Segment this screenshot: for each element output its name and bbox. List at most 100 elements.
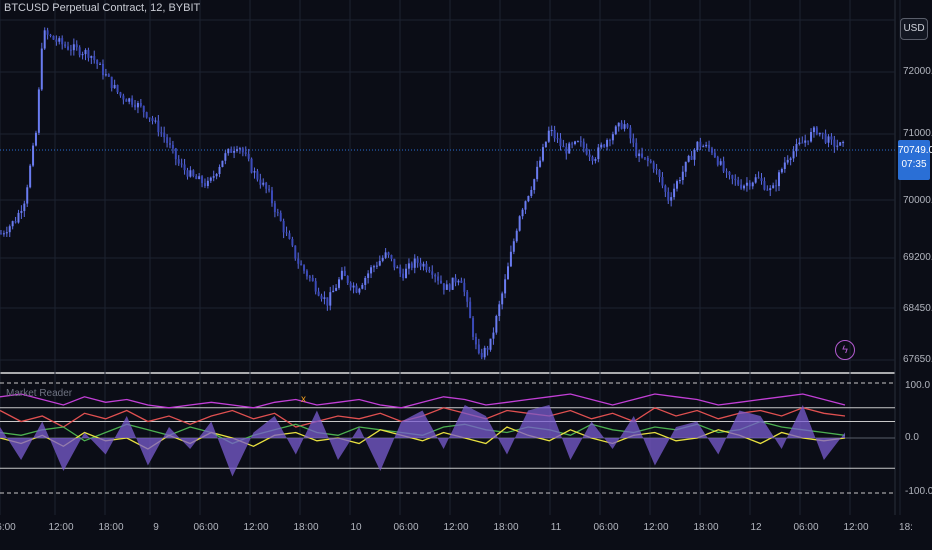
candle-body xyxy=(20,211,23,213)
currency-button[interactable]: USD xyxy=(900,18,928,40)
candle-body xyxy=(37,89,40,133)
candle-body xyxy=(340,270,343,280)
candle-body xyxy=(614,126,617,135)
candle-body xyxy=(128,98,131,102)
candle-body xyxy=(760,178,763,182)
candle-body xyxy=(247,153,250,159)
candle-body xyxy=(489,338,492,350)
candle-body xyxy=(626,124,629,128)
candle-body xyxy=(556,138,559,140)
candle-body xyxy=(230,148,233,153)
candle-body xyxy=(8,226,11,233)
candle-body xyxy=(591,156,594,161)
candle-body xyxy=(477,344,480,354)
candle-body xyxy=(620,122,623,129)
candle-body xyxy=(574,141,577,145)
time-tick: 12:00 xyxy=(243,522,269,533)
candle-body xyxy=(562,146,565,148)
x-marker: x xyxy=(301,394,306,405)
candle-body xyxy=(754,177,757,183)
candle-body xyxy=(285,232,288,234)
candle-body xyxy=(29,165,32,188)
candle-body xyxy=(268,188,271,191)
candle-body xyxy=(515,230,518,242)
candle-body xyxy=(544,141,547,148)
candle-body xyxy=(203,183,206,186)
candle-body xyxy=(474,336,477,345)
candle-body xyxy=(786,159,789,163)
candle-body xyxy=(0,233,2,235)
candle-body xyxy=(332,290,335,293)
candle-body xyxy=(288,233,291,239)
candle-body xyxy=(253,171,256,173)
candle-body xyxy=(174,148,177,160)
candle-body xyxy=(122,95,125,100)
candle-body xyxy=(431,271,434,275)
candle-body xyxy=(463,282,466,292)
candle-body xyxy=(355,285,358,293)
candle-body xyxy=(559,138,562,147)
candle-body xyxy=(349,282,352,288)
candle-body xyxy=(305,270,308,277)
candle-body xyxy=(582,141,585,149)
candle-body xyxy=(148,117,151,119)
candle-body xyxy=(801,142,804,144)
candle-body xyxy=(294,245,297,259)
candle-body xyxy=(763,181,766,190)
candle-body xyxy=(75,44,78,48)
candle-body xyxy=(209,177,212,181)
candle-body xyxy=(87,49,90,58)
indicator-tick: 0.0 xyxy=(905,432,919,443)
candle-body xyxy=(734,178,737,181)
candle-body xyxy=(795,144,798,152)
candle-body xyxy=(702,146,705,148)
candle-body xyxy=(839,142,842,146)
candle-body xyxy=(297,258,300,264)
indicator-title: Market Reader xyxy=(6,388,73,399)
lightning-icon[interactable]: ϟ xyxy=(835,340,855,360)
candle-body xyxy=(101,63,104,76)
candle-body xyxy=(428,270,431,272)
candle-body xyxy=(396,267,399,269)
candle-body xyxy=(157,120,160,133)
time-tick: 06:00 xyxy=(593,522,619,533)
candle-body xyxy=(495,316,498,333)
candle-body xyxy=(524,201,527,210)
candle-body xyxy=(611,134,614,141)
candle-body xyxy=(189,170,192,177)
candle-body xyxy=(629,127,632,139)
candle-body xyxy=(2,233,5,235)
candle-body xyxy=(472,318,475,337)
time-tick: 18:00 xyxy=(98,522,124,533)
candle-body xyxy=(93,56,96,60)
candle-body xyxy=(521,209,524,217)
candle-body xyxy=(43,30,46,49)
candle-body xyxy=(608,140,611,142)
candle-body xyxy=(696,141,699,150)
candle-body xyxy=(166,137,169,144)
candle-body xyxy=(160,132,163,134)
candle-body xyxy=(483,347,486,358)
candle-body xyxy=(256,171,259,180)
candle-body xyxy=(812,127,815,133)
candle-body xyxy=(722,161,725,172)
candle-body xyxy=(743,185,746,189)
candle-body xyxy=(381,257,384,261)
candle-body xyxy=(594,159,597,161)
candle-body xyxy=(236,149,239,151)
candle-body xyxy=(728,171,731,176)
candle-body xyxy=(78,47,81,56)
candle-body xyxy=(303,265,306,271)
candle-body xyxy=(276,212,279,214)
candle-body xyxy=(539,160,542,167)
candle-body xyxy=(842,142,845,144)
candle-body xyxy=(661,177,664,186)
candle-body xyxy=(690,155,693,160)
candle-body xyxy=(533,179,536,190)
candle-body xyxy=(597,147,600,160)
candle-body xyxy=(279,212,282,222)
candle-body xyxy=(370,267,373,274)
candle-body xyxy=(748,182,751,187)
candle-body xyxy=(113,84,116,89)
